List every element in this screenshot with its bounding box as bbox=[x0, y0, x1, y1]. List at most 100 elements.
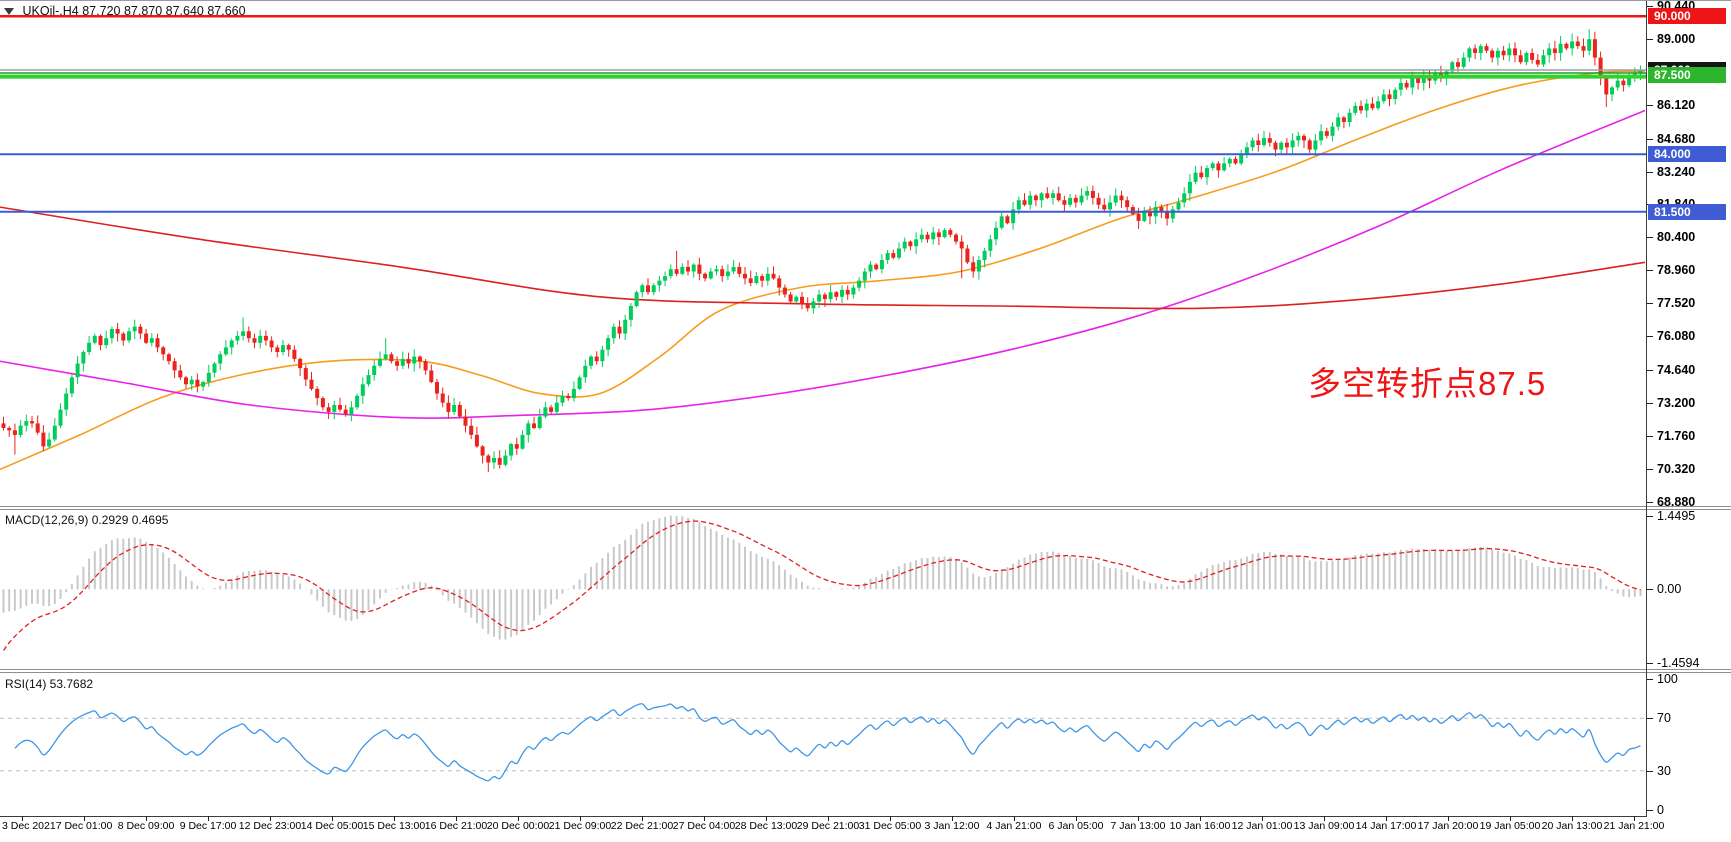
time-tick-label: 28 Dec 13:00 bbox=[734, 820, 798, 832]
price-tick-label: 76.080 bbox=[1657, 329, 1696, 343]
time-tick-label: 12 Dec 23:00 bbox=[238, 820, 302, 832]
rsi-axis-tick bbox=[1647, 718, 1653, 719]
time-tick bbox=[1138, 816, 1139, 821]
time-tick-label: 7 Dec 01:00 bbox=[55, 820, 113, 832]
macd-axis-label: 1.4495 bbox=[1657, 509, 1696, 523]
time-tick-label: 3 Jan 12:00 bbox=[924, 820, 980, 832]
price-tick bbox=[1647, 6, 1653, 7]
macd-label: MACD(12,26,9) 0.2929 0.4695 bbox=[5, 513, 169, 527]
price-tick-label: 70.320 bbox=[1657, 462, 1696, 476]
price-tick bbox=[1647, 105, 1653, 106]
time-tick bbox=[1448, 816, 1449, 821]
slow-ma bbox=[0, 206, 1646, 310]
time-axis-border bbox=[0, 816, 1647, 817]
price-tick-label: 89.000 bbox=[1657, 32, 1696, 46]
price-tick bbox=[1647, 303, 1653, 304]
time-tick-label: 29 Dec 21:00 bbox=[796, 820, 860, 832]
price-tick-label: 86.120 bbox=[1657, 98, 1696, 112]
price-tick bbox=[1647, 469, 1653, 470]
price-badge-90: 90.000 bbox=[1648, 8, 1726, 24]
panel-separator[interactable] bbox=[0, 669, 1731, 673]
time-tick-label: 16 Dec 21:00 bbox=[424, 820, 488, 832]
time-tick-label: 12 Jan 01:00 bbox=[1231, 820, 1293, 832]
time-tick bbox=[1572, 816, 1573, 821]
time-tick bbox=[1324, 816, 1325, 821]
time-tick-label: 10 Jan 16:00 bbox=[1169, 820, 1231, 832]
time-tick bbox=[1200, 816, 1201, 821]
price-tick bbox=[1647, 139, 1653, 140]
time-tick bbox=[1386, 816, 1387, 821]
price-tick-label: 80.400 bbox=[1657, 230, 1696, 244]
price-tick bbox=[1647, 237, 1653, 238]
mid-ma bbox=[0, 109, 1646, 419]
time-tick-label: 7 Jan 13:00 bbox=[1110, 820, 1166, 832]
time-tick-label: 20 Dec 00:00 bbox=[486, 820, 550, 832]
rsi-axis-tick bbox=[1647, 771, 1653, 772]
time-tick-label: 14 Jan 17:00 bbox=[1355, 820, 1417, 832]
macd-axis-tick bbox=[1647, 663, 1653, 664]
price-tick-label: 78.960 bbox=[1657, 263, 1696, 277]
rsi-label: RSI(14) 53.7682 bbox=[5, 677, 94, 691]
time-tick bbox=[580, 816, 581, 821]
time-tick-label: 22 Dec 21:00 bbox=[610, 820, 674, 832]
time-tick-label: 21 Dec 09:00 bbox=[548, 820, 612, 832]
macd-axis-tick bbox=[1647, 589, 1653, 590]
panel-separator[interactable] bbox=[0, 506, 1731, 510]
chart-title: UKOil-.H4 87.720 87.870 87.640 87.660 bbox=[4, 4, 246, 18]
macd-axis-label: 0.00 bbox=[1657, 582, 1682, 596]
time-tick-label: 27 Dec 04:00 bbox=[672, 820, 736, 832]
price-tick-label: 71.760 bbox=[1657, 429, 1696, 443]
price-tick bbox=[1647, 370, 1653, 371]
annotation-pivot-text[interactable]: 多空转折点87.5 bbox=[1308, 365, 1547, 402]
rsi-axis-label: 70 bbox=[1657, 711, 1671, 725]
time-tick bbox=[84, 816, 85, 821]
time-tick-label: 17 Jan 20:00 bbox=[1417, 820, 1479, 832]
rsi-axis-label: 0 bbox=[1657, 803, 1664, 817]
price-axis-border bbox=[1646, 1, 1647, 816]
time-tick-label: 3 Dec 2021 bbox=[2, 820, 56, 832]
macd-panel-canvas[interactable] bbox=[0, 510, 1646, 669]
time-tick bbox=[394, 816, 395, 821]
rsi-axis-tick bbox=[1647, 679, 1653, 680]
price-tick bbox=[1647, 436, 1653, 437]
price-tick bbox=[1647, 270, 1653, 271]
time-tick bbox=[332, 816, 333, 821]
time-tick-label: 8 Dec 09:00 bbox=[117, 820, 175, 832]
rsi-axis-tick bbox=[1647, 810, 1653, 811]
time-tick-label: 4 Jan 21:00 bbox=[986, 820, 1042, 832]
time-tick bbox=[890, 816, 891, 821]
time-tick-label: 6 Jan 05:00 bbox=[1048, 820, 1104, 832]
macd-axis-tick bbox=[1647, 516, 1653, 517]
price-tick-label: 73.200 bbox=[1657, 396, 1696, 410]
rsi-panel-canvas[interactable] bbox=[0, 673, 1646, 816]
time-tick bbox=[952, 816, 953, 821]
time-tick bbox=[270, 816, 271, 821]
price-tick-label: 84.680 bbox=[1657, 132, 1696, 146]
chart-ohlc-values: 87.720 87.870 87.640 87.660 bbox=[82, 4, 246, 18]
price-tick bbox=[1647, 403, 1653, 404]
time-tick-label: 14 Dec 05:00 bbox=[300, 820, 364, 832]
price-tick-label: 77.520 bbox=[1657, 296, 1696, 310]
symbol-dropdown-icon[interactable] bbox=[4, 8, 14, 15]
time-tick bbox=[704, 816, 705, 821]
time-tick bbox=[146, 816, 147, 821]
time-tick bbox=[828, 816, 829, 821]
time-tick bbox=[766, 816, 767, 821]
time-tick-label: 20 Jan 13:00 bbox=[1541, 820, 1603, 832]
main-price-chart[interactable] bbox=[0, 1, 1646, 506]
rsi-axis-label: 30 bbox=[1657, 764, 1671, 778]
time-tick-label: 31 Dec 05:00 bbox=[858, 820, 922, 832]
price-badge-87-5: 87.500 bbox=[1648, 67, 1726, 83]
time-tick bbox=[456, 816, 457, 821]
price-tick-label: 74.640 bbox=[1657, 363, 1696, 377]
price-tick bbox=[1647, 336, 1653, 337]
time-tick-label: 13 Jan 09:00 bbox=[1293, 820, 1355, 832]
macd-signal-line bbox=[2, 520, 1641, 651]
chart-symbol-timeframe: UKOil-.H4 bbox=[22, 4, 79, 18]
time-tick-label: 21 Jan 21:00 bbox=[1603, 820, 1665, 832]
price-tick-label: 83.240 bbox=[1657, 165, 1696, 179]
time-tick-label: 19 Jan 05:00 bbox=[1479, 820, 1541, 832]
macd-axis-label: -1.4594 bbox=[1657, 656, 1700, 670]
time-tick bbox=[22, 816, 23, 821]
time-tick-label: 9 Dec 17:00 bbox=[179, 820, 237, 832]
